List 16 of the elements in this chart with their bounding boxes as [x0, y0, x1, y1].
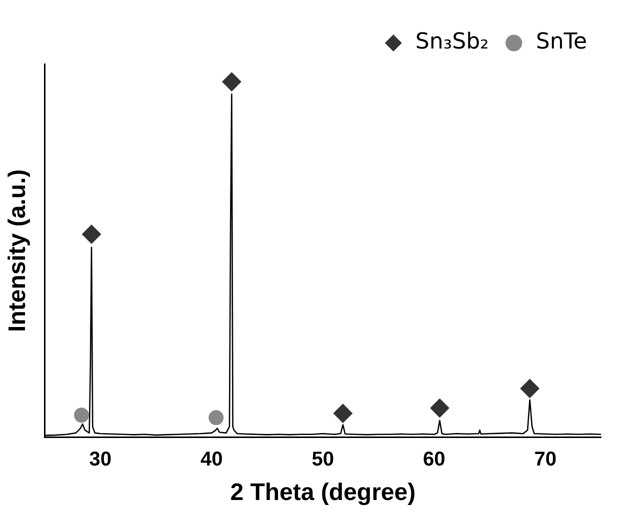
- point: [520, 379, 540, 398]
- x-axis-title: 2 Theta (degree): [230, 479, 416, 506]
- point: [333, 404, 352, 423]
- legend-label: Sn₃Sb₂: [415, 30, 489, 55]
- x-tick-label: 30: [89, 448, 112, 471]
- point: [430, 398, 450, 418]
- y-axis-title: Intensity (a.u.): [4, 169, 32, 332]
- x-tick-label: 50: [312, 448, 334, 471]
- x-tick-label: 70: [534, 448, 557, 471]
- x-tick-label: 40: [200, 448, 223, 471]
- point: [82, 224, 102, 244]
- point: [208, 410, 224, 426]
- x-tick-label: 60: [423, 448, 446, 471]
- point: [74, 408, 90, 423]
- point: [222, 72, 242, 92]
- legend-label: SnTe: [536, 30, 588, 55]
